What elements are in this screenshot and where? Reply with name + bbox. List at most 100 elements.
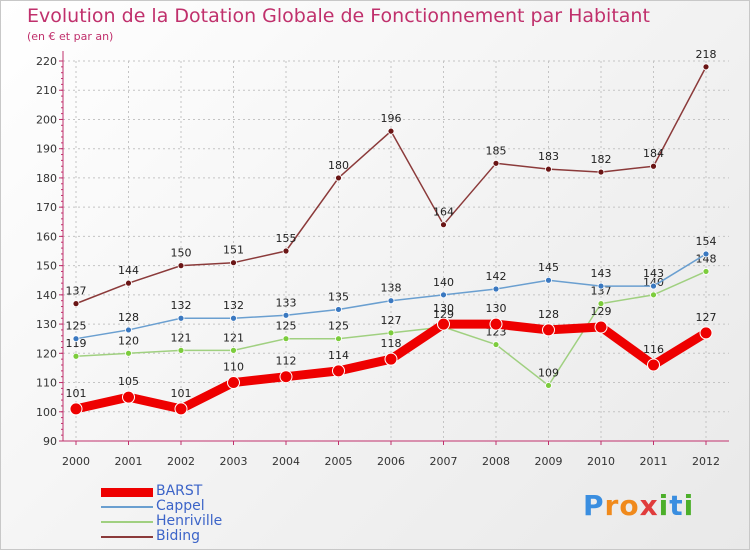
data-label: 142 xyxy=(486,270,507,283)
data-point xyxy=(227,376,240,390)
data-label: 121 xyxy=(223,331,244,344)
data-point xyxy=(387,329,395,337)
y-tick-label: 220 xyxy=(36,55,57,68)
data-point xyxy=(282,335,290,343)
data-point xyxy=(650,282,657,290)
y-tick-label: 200 xyxy=(36,113,57,126)
data-label: 180 xyxy=(328,159,349,172)
data-point xyxy=(335,174,342,182)
data-point xyxy=(177,262,185,270)
y-tick-label: 130 xyxy=(36,318,57,331)
data-point xyxy=(545,276,552,284)
data-point xyxy=(594,320,608,334)
data-point xyxy=(230,314,237,322)
data-point xyxy=(440,221,447,229)
data-point xyxy=(279,370,293,384)
y-tick-label: 90 xyxy=(43,435,57,448)
legend-swatch xyxy=(101,536,153,538)
logo-letter: P xyxy=(583,489,605,522)
data-label: 125 xyxy=(328,320,349,333)
data-point xyxy=(650,162,657,170)
data-point xyxy=(545,165,552,173)
data-label: 150 xyxy=(171,247,192,260)
data-point xyxy=(72,300,80,308)
y-tick-label: 140 xyxy=(36,289,57,302)
data-label: 121 xyxy=(171,331,192,344)
data-label: 182 xyxy=(591,153,612,166)
data-point xyxy=(69,402,83,416)
data-point xyxy=(545,382,552,389)
legend-swatch xyxy=(101,521,153,523)
data-point xyxy=(122,390,135,404)
data-label: 218 xyxy=(696,48,717,61)
x-tick-label: 2001 xyxy=(115,455,143,468)
data-label: 143 xyxy=(591,267,612,280)
data-point xyxy=(650,291,657,299)
data-label: 127 xyxy=(381,314,402,327)
data-point xyxy=(125,279,132,287)
data-point xyxy=(489,317,503,331)
data-label: 128 xyxy=(538,308,559,321)
x-tick-label: 2002 xyxy=(167,455,195,468)
data-label: 118 xyxy=(381,337,402,350)
data-point xyxy=(177,314,185,322)
data-point xyxy=(335,306,342,313)
x-tick-label: 2008 xyxy=(482,455,510,468)
data-label: 105 xyxy=(118,375,139,388)
data-point xyxy=(230,346,237,354)
data-label: 127 xyxy=(696,311,717,324)
legend-swatch xyxy=(101,488,153,497)
data-label: 185 xyxy=(486,144,507,157)
data-label: 125 xyxy=(66,320,87,333)
data-label: 133 xyxy=(276,296,297,309)
data-label: 137 xyxy=(591,285,612,298)
y-tick-label: 190 xyxy=(36,143,57,156)
logo-letter: i xyxy=(658,489,670,522)
data-label: 119 xyxy=(66,337,87,350)
legend-label: BARST xyxy=(156,483,203,499)
data-point xyxy=(440,291,447,299)
x-tick-label: 2007 xyxy=(430,455,458,468)
logo-letter: o xyxy=(619,489,640,522)
data-label: 148 xyxy=(696,252,717,265)
data-point xyxy=(332,364,345,378)
data-point xyxy=(597,300,605,308)
data-label: 129 xyxy=(433,308,454,321)
chart-subtitle: (en € et par an) xyxy=(27,30,114,43)
data-label: 144 xyxy=(118,264,139,277)
data-label: 128 xyxy=(118,311,139,324)
data-label: 154 xyxy=(696,235,717,248)
data-label: 145 xyxy=(538,261,559,274)
legend-swatch xyxy=(101,506,153,508)
data-point xyxy=(230,259,237,267)
data-point xyxy=(542,323,555,337)
data-point xyxy=(174,402,188,416)
data-label: 132 xyxy=(223,299,244,312)
data-point xyxy=(597,168,605,176)
y-tick-label: 100 xyxy=(36,406,57,419)
data-label: 101 xyxy=(66,387,87,400)
x-tick-label: 2003 xyxy=(220,455,248,468)
data-label: 184 xyxy=(643,147,664,160)
y-tick-label: 170 xyxy=(36,201,57,214)
legend-label: Cappel xyxy=(156,498,205,514)
logo-letter: x xyxy=(639,489,659,522)
data-label: 155 xyxy=(276,232,297,245)
logo-letter: r xyxy=(604,489,620,522)
data-point xyxy=(702,250,710,258)
data-point xyxy=(125,349,132,357)
data-point xyxy=(72,352,80,360)
logo-letter: i xyxy=(683,489,695,522)
data-point xyxy=(335,335,342,343)
data-label: 130 xyxy=(433,302,454,315)
data-point xyxy=(702,268,710,275)
data-label: 109 xyxy=(538,366,559,379)
data-point xyxy=(282,247,290,255)
data-label: 101 xyxy=(171,387,192,400)
data-label: 196 xyxy=(381,112,402,125)
data-label: 140 xyxy=(433,276,454,289)
x-tick-label: 2005 xyxy=(325,455,353,468)
data-point xyxy=(702,63,710,71)
